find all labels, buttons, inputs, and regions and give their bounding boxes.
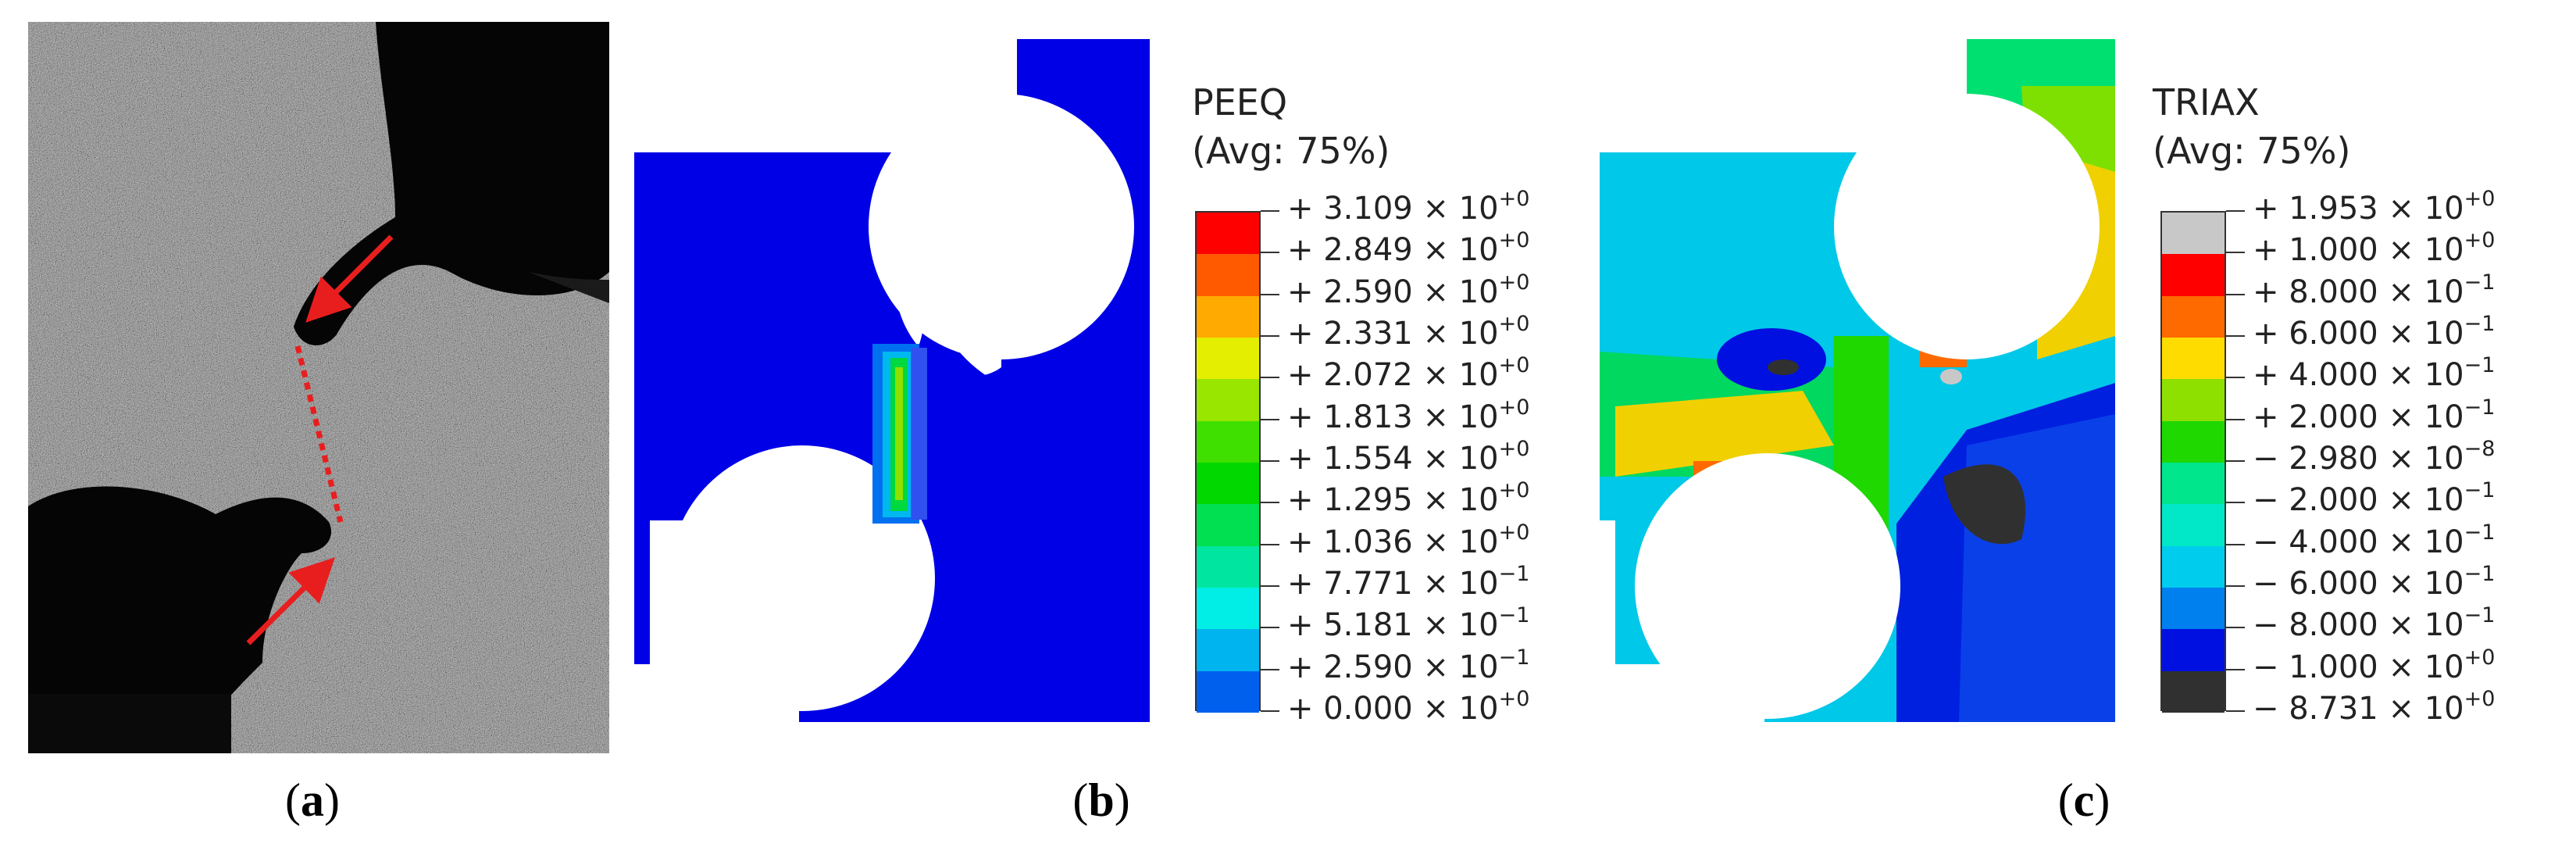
triax-legend-value: + 4.000 × 10−1 [2253, 353, 2496, 394]
peeq-legend-band [1197, 337, 1259, 380]
panel-b-peeq-contour [634, 39, 1165, 727]
peeq-legend-tick [1261, 460, 1279, 462]
triax-legend-band [2162, 254, 2225, 296]
peeq-legend-tick [1261, 418, 1279, 420]
triax-legend-tick [2226, 502, 2245, 504]
peeq-legend-value: + 1.813 × 10+0 [1287, 395, 1530, 435]
peeq-legend-value: + 7.771 × 10−1 [1287, 562, 1530, 602]
peeq-legend-tick [1261, 210, 1279, 212]
triax-legend-band [2162, 420, 2225, 463]
triax-legend-value: − 2.980 × 10−8 [2253, 437, 2496, 477]
triax-legend-tick [2226, 627, 2245, 629]
peeq-legend-tick [1261, 710, 1279, 712]
triax-legend-value: + 1.953 × 10+0 [2253, 187, 2496, 227]
peeq-legend-colorbar [1195, 211, 1261, 713]
peeq-legend-band [1197, 629, 1259, 671]
triax-legend-tick [2226, 668, 2245, 670]
triax-legend-band [2162, 379, 2225, 421]
peeq-specimen-plot [634, 39, 1150, 727]
peeq-legend-title: PEEQ (Avg: 75%) [1192, 81, 1390, 172]
peeq-legend-band [1197, 254, 1259, 296]
triax-legend-tick [2226, 293, 2245, 295]
triax-legend-value: − 8.731 × 10+0 [2253, 687, 2496, 727]
peeq-legend-value: + 3.109 × 10+0 [1287, 187, 1530, 227]
peeq-legend-value: + 1.554 × 10+0 [1287, 437, 1530, 477]
peeq-legend-tick [1261, 668, 1279, 670]
peeq-legend-value: + 1.036 × 10+0 [1287, 520, 1530, 560]
triax-legend-tick [2226, 460, 2245, 462]
triax-legend-band [2162, 337, 2225, 380]
triax-legend-band [2162, 295, 2225, 338]
triax-legend-value: − 4.000 × 10−1 [2253, 520, 2496, 560]
peeq-legend-value: + 2.072 × 10+0 [1287, 353, 1530, 394]
triax-legend-colorbar [2160, 211, 2226, 713]
triax-legend-value: − 8.000 × 10−1 [2253, 603, 2496, 644]
panel-c-triax-contour [1600, 39, 2123, 727]
panel-a-photo [28, 22, 609, 753]
caption-c: (c) [2057, 774, 2110, 826]
peeq-legend-band [1197, 545, 1259, 588]
peeq-legend-labels: + 3.109 × 10+0 + 2.849 × 10+0 + 2.590 × 10… [1261, 188, 1589, 727]
triax-legend-labels: + 1.953 × 10+0 + 1.000 × 10+0 + 8.000 × 10… [2226, 188, 2570, 727]
caption-a: (a) [285, 774, 340, 826]
peeq-legend-band [1197, 295, 1259, 338]
triax-legend-value: + 8.000 × 10−1 [2253, 270, 2496, 310]
triax-legend-tick [2226, 252, 2245, 254]
peeq-legend-value: + 5.181 × 10−1 [1287, 603, 1530, 644]
triax-legend-tick [2226, 377, 2245, 379]
triax-legend-value: − 6.000 × 10−1 [2253, 562, 2496, 602]
peeq-legend-tick [1261, 293, 1279, 295]
triax-legend-tick [2226, 335, 2245, 337]
peeq-legend-value: + 2.590 × 10+0 [1287, 270, 1530, 310]
triax-legend-band [2162, 629, 2225, 671]
triax-legend-band [2162, 587, 2225, 630]
peeq-legend-value: + 0.000 × 10+0 [1287, 687, 1530, 727]
triax-legend-band [2162, 213, 2225, 255]
triax-legend-tick [2226, 210, 2245, 212]
peeq-legend-tick [1261, 377, 1279, 379]
triax-legend-title: TRIAX (Avg: 75%) [2153, 81, 2351, 172]
triax-legend-tick [2226, 543, 2245, 545]
caption-b: (b) [1072, 774, 1130, 826]
peeq-legend-band [1197, 379, 1259, 421]
peeq-legend-band [1197, 587, 1259, 630]
peeq-legend-value: + 1.295 × 10+0 [1287, 478, 1530, 519]
triax-specimen-plot [1600, 39, 2115, 727]
peeq-legend-band [1197, 420, 1259, 463]
triax-legend-tick [2226, 418, 2245, 420]
bottom-arrow-icon [246, 557, 335, 645]
triax-legend-tick [2226, 585, 2245, 587]
peeq-legend-tick [1261, 627, 1279, 629]
peeq-legend-tick [1261, 502, 1279, 504]
triax-legend-band [2162, 670, 2225, 713]
triax-legend-value: − 2.000 × 10−1 [2253, 478, 2496, 519]
triax-legend-band [2162, 504, 2225, 546]
peeq-legend-band [1197, 462, 1259, 505]
peeq-legend-value: + 2.590 × 10−1 [1287, 645, 1530, 685]
peeq-legend-value: + 2.849 × 10+0 [1287, 228, 1530, 269]
triax-legend-tick [2226, 710, 2245, 712]
peeq-legend-tick [1261, 585, 1279, 587]
speckle-specimen-image [28, 22, 609, 753]
crack-path-dotted-line [294, 345, 344, 523]
triax-legend-value: + 2.000 × 10−1 [2253, 395, 2496, 435]
peeq-legend-band [1197, 504, 1259, 546]
peeq-legend-tick [1261, 543, 1279, 545]
peeq-legend-value: + 2.331 × 10+0 [1287, 312, 1530, 352]
peeq-legend-band [1197, 670, 1259, 713]
top-arrow-icon [305, 234, 394, 323]
triax-legend-value: − 1.000 × 10+0 [2253, 645, 2496, 685]
peeq-legend-band [1197, 213, 1259, 255]
triax-legend-band [2162, 462, 2225, 505]
peeq-legend-tick [1261, 252, 1279, 254]
triax-legend-value: + 6.000 × 10−1 [2253, 312, 2496, 352]
triax-legend-band [2162, 545, 2225, 588]
peeq-legend-tick [1261, 335, 1279, 337]
triax-legend-value: + 1.000 × 10+0 [2253, 228, 2496, 269]
